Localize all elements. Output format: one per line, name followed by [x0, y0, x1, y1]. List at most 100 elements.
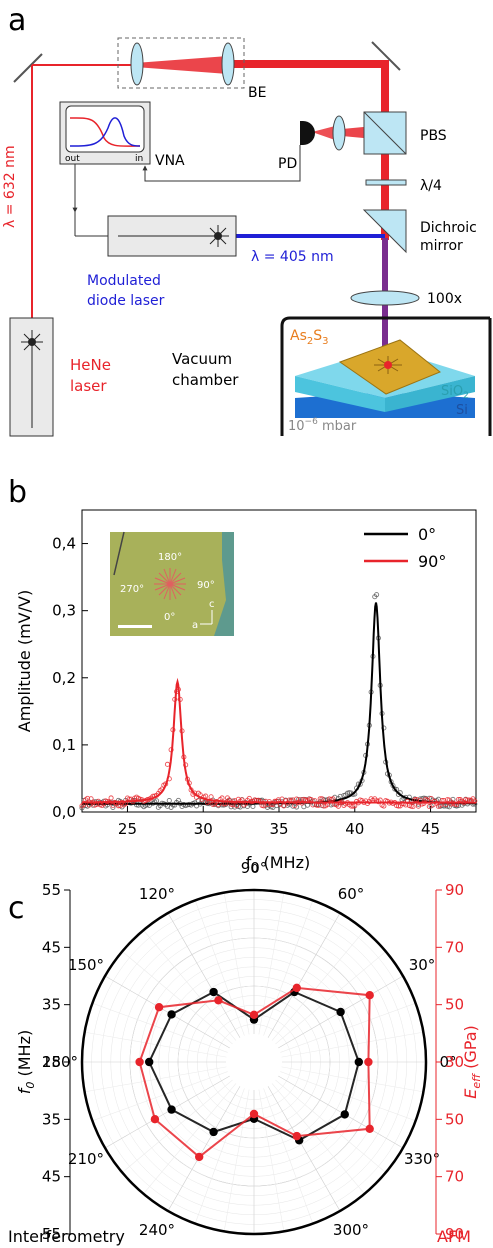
polar-point — [292, 1131, 301, 1141]
polar-spoke — [104, 1075, 230, 1149]
wavelength-red-label: λ = 632 nm — [2, 145, 18, 228]
objective-lens — [350, 290, 420, 306]
fit-line-1 — [82, 677, 476, 804]
diode-star-icon — [207, 225, 229, 247]
inset-axis-c: c — [209, 599, 215, 610]
polar-point — [154, 1003, 164, 1012]
polar-spoke — [271, 1083, 365, 1194]
polar-angle-label: 330° — [404, 1150, 440, 1168]
be-label: BE — [248, 85, 266, 101]
left-axis-tick: 35 — [42, 1110, 61, 1128]
polar-side-axes: 55 45 35 25 35 45 55 90 70 50 30 50 70 90 — [42, 881, 464, 1243]
polar-angle-label: 60° — [338, 885, 365, 903]
plot-b-legend: 0° 90° — [364, 525, 446, 571]
photodiode — [300, 121, 315, 145]
polar-point — [292, 983, 301, 993]
data-point — [192, 790, 198, 796]
data-point — [219, 795, 225, 801]
panel-letter-b: b — [8, 475, 27, 510]
right-axis-tick: 30 — [445, 1053, 464, 1071]
dichroic-label-2: mirror — [420, 238, 463, 254]
polar-series-1 — [135, 983, 374, 1162]
pd-label: PD — [278, 156, 297, 172]
beam-expander-box — [117, 37, 245, 89]
polar-spoke — [194, 1088, 245, 1224]
polar-angle-label: 0° — [439, 1053, 456, 1071]
polar-spoke — [280, 1002, 416, 1053]
hene-star-icon — [21, 331, 43, 353]
inset-angle-90: 90° — [197, 580, 215, 591]
polar-spoke — [122, 1079, 233, 1173]
polar-point — [209, 987, 218, 997]
polar-angle-label: 240° — [139, 1221, 175, 1239]
right-axis-tick: 70 — [445, 938, 464, 956]
data-point — [134, 802, 140, 808]
polar-spoke — [92, 1071, 228, 1122]
polar-point — [167, 1010, 176, 1019]
data-point — [166, 797, 172, 804]
data-point — [319, 796, 325, 802]
inset-angle-0: 0° — [164, 612, 175, 623]
pd-to-vna-wire — [142, 145, 301, 182]
polar-angle-label: 90° — [241, 859, 268, 877]
legend-label-90: 90° — [418, 552, 446, 571]
right-axis-tick: 90 — [445, 1225, 464, 1243]
polar-spoke — [92, 1002, 228, 1053]
polar-spoke — [275, 1079, 386, 1173]
vna-out-label: out — [65, 154, 80, 164]
data-point — [348, 803, 354, 809]
data-point — [170, 802, 176, 808]
polar-point — [249, 1109, 259, 1119]
y-tick-label: 0,1 — [52, 736, 76, 754]
inset-angle-180: 180° — [158, 552, 182, 563]
y-tick-label: 0,4 — [52, 535, 76, 553]
red-beam-expanding — [135, 56, 228, 74]
data-point — [215, 802, 221, 808]
right-axis-tick: 50 — [445, 1110, 464, 1128]
diode-label-1: Modulated — [87, 273, 161, 289]
left-axis-tick: 45 — [42, 1168, 61, 1186]
polar-angle-label: 180° — [42, 1053, 78, 1071]
data-point — [381, 803, 387, 809]
sample-stack — [295, 339, 475, 418]
polar-point — [364, 1057, 373, 1067]
y-tick-label: 0,2 — [52, 669, 76, 687]
polar-spoke — [84, 1066, 227, 1093]
right-axis-tick: 70 — [445, 1168, 464, 1186]
polar-grid: 0°30°60°90°120°150°180°210°240°270°300°3… — [42, 859, 457, 1248]
data-point — [84, 795, 91, 801]
plot-b-series — [79, 592, 478, 811]
y-tick-label: 0,0 — [52, 803, 76, 821]
wavelength-blue-label: λ = 405 nm — [251, 249, 334, 265]
data-point — [352, 803, 358, 809]
x-tick-label: 25 — [118, 820, 137, 838]
polar-point — [135, 1057, 144, 1067]
polar-angle-label: 120° — [139, 885, 175, 903]
si-label: Si — [456, 403, 468, 418]
quarter-wave-label: λ/4 — [420, 178, 442, 194]
polar-spoke — [271, 930, 365, 1041]
data-point — [410, 804, 416, 810]
vacuum-label-1: Vacuum — [172, 350, 232, 368]
polar-point — [195, 1152, 204, 1162]
polar-angle-label: 300° — [333, 1221, 369, 1239]
polar-angle-label: 150° — [68, 956, 104, 974]
polar-point — [209, 1127, 218, 1137]
polar-spoke — [263, 900, 314, 1036]
polar-spoke — [167, 912, 241, 1038]
data-point — [164, 761, 171, 767]
red-beam-down — [381, 60, 389, 118]
vacuum-chamber-wall — [280, 316, 490, 436]
polar-spoke — [223, 1089, 250, 1232]
x-tick-label: 35 — [269, 820, 288, 838]
polar-spoke — [258, 1089, 285, 1232]
left-axis-tick: 55 — [42, 881, 61, 899]
objective-label: 100x — [427, 291, 462, 307]
data-point — [110, 804, 116, 811]
be-lens-2 — [221, 42, 235, 86]
polar-spoke — [143, 930, 237, 1041]
polar-spoke — [278, 1075, 404, 1149]
sample-material-label: As2S3 — [290, 328, 329, 347]
sio2-label: SiO2 — [441, 384, 469, 401]
